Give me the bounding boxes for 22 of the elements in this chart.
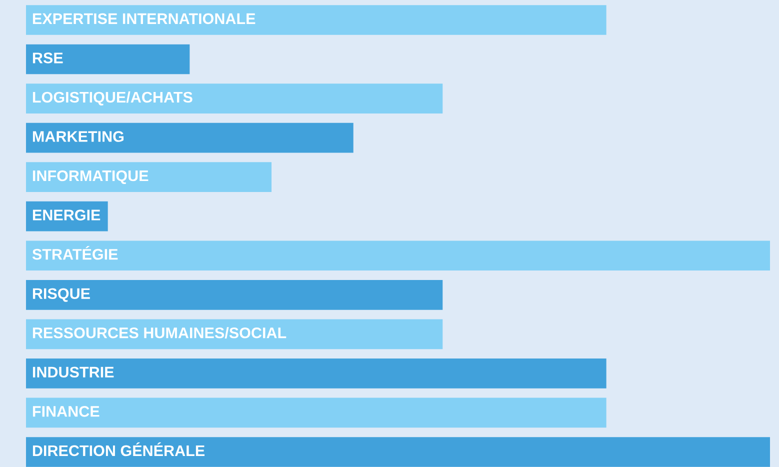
bar <box>26 437 770 467</box>
bar <box>26 84 443 114</box>
bar <box>26 240 770 271</box>
y-tick-label: INDUSTRIE <box>32 366 114 378</box>
y-tick-label: STRATÉGIE <box>32 246 118 260</box>
y-tick-label: INFORMATIQUE <box>32 170 148 184</box>
y-tick-label: RISQUE <box>32 288 90 302</box>
bar <box>26 398 606 428</box>
y-tick-label: ENERGIE <box>32 210 100 220</box>
bar <box>26 162 272 192</box>
y-tick-label: EXPERTISE INTERNATIONALE <box>32 13 256 24</box>
bar <box>26 44 190 74</box>
y-tick-label: RESSOURCES HUMAINES/SOCIAL <box>32 327 286 338</box>
bar <box>26 358 606 388</box>
y-tick-label: FINANCE <box>32 406 100 417</box>
y-tick-label: DIRECTION GÉNÉRALE <box>32 442 205 456</box>
bar <box>26 122 354 153</box>
y-tick-label: MARKETING <box>32 131 124 142</box>
bar <box>26 280 443 310</box>
y-tick-label: LOGISTIQUE/ACHATS <box>32 91 192 106</box>
bar <box>26 5 606 35</box>
y-tick-label: RSE <box>32 52 63 64</box>
